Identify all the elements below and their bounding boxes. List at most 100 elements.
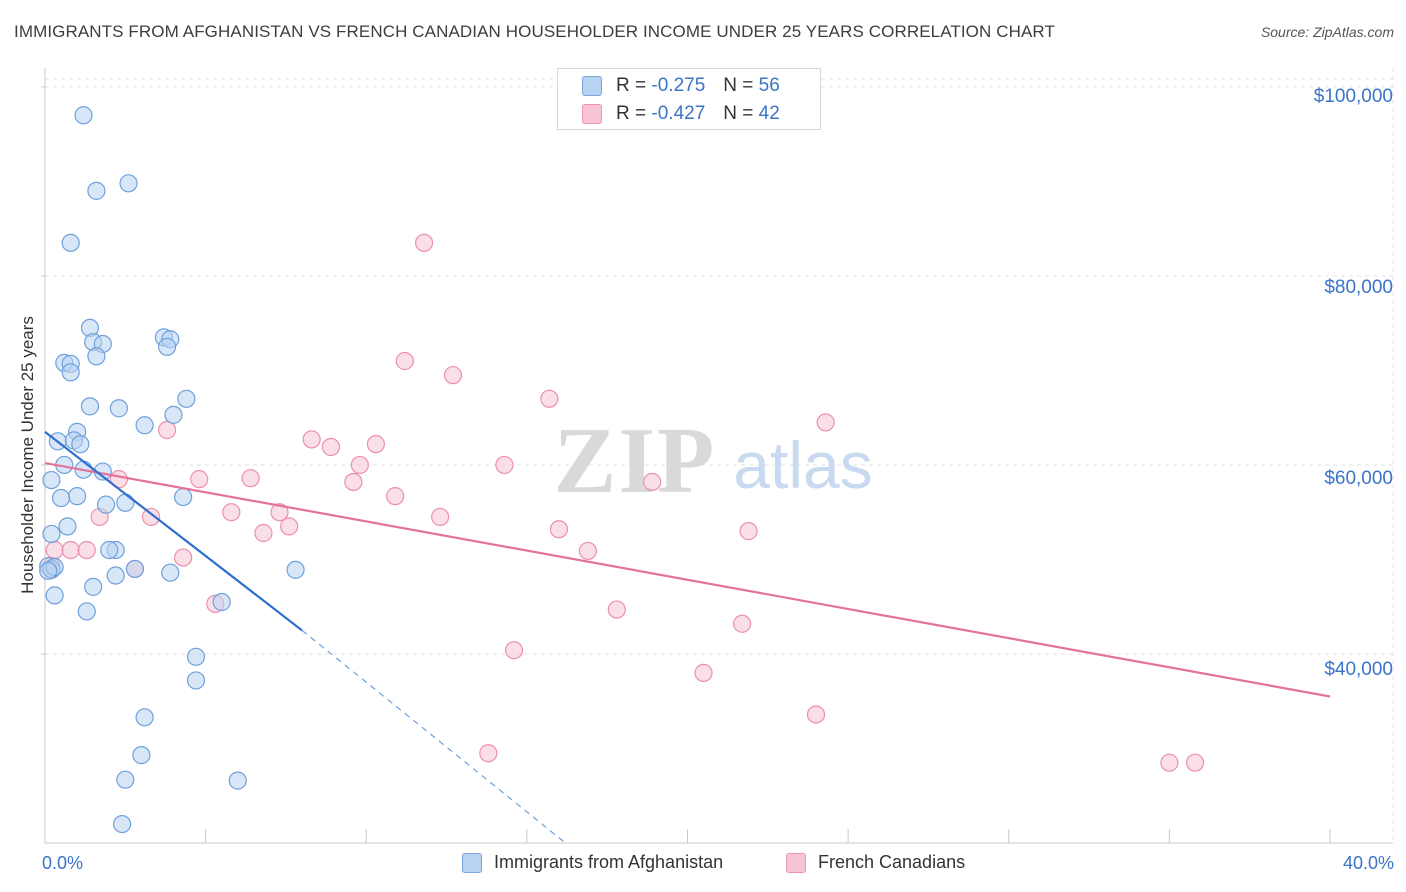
point-afghanistan-40 [286,560,305,579]
watermark: ZIP atlas [554,409,873,513]
stats-row-blue: R = -0.275 N = 56 [558,73,780,99]
point-afghanistan-29 [174,487,193,507]
watermark-atlas: atlas [733,428,872,502]
point-french-canadians-23 [254,523,273,543]
point-french-canadians-15 [643,472,662,492]
point-french-canadians-35 [733,614,752,633]
point-french-canadians-9 [350,455,369,475]
point-afghanistan-26 [42,470,61,490]
point-afghanistan-52 [112,814,132,834]
trendline-afghanistan-extension [301,629,566,844]
stats-legend: R = -0.275 N = 56 R = -0.427 N = 42 [557,68,821,130]
axis-layer [41,68,1393,844]
point-french-canadians-7 [321,437,341,457]
trendline-afghanistan [44,431,303,632]
point-french-canadians-22 [280,517,299,536]
n-label-pink: N = [723,103,754,124]
point-afghanistan-39 [161,563,180,582]
point-french-canadians-20 [141,507,161,527]
point-french-canadians-26 [45,540,64,560]
point-afghanistan-9 [157,337,177,356]
point-french-canadians-14 [344,472,363,492]
point-french-canadians-5 [157,420,177,440]
point-french-canadians-40 [1185,753,1205,772]
point-afghanistan-42 [84,577,103,596]
point-french-canadians-0 [414,233,434,252]
point-french-canadians-25 [739,522,758,541]
point-french-canadians-16 [386,487,405,506]
legend-swatch-pink [786,852,806,873]
point-french-canadians-41 [1160,753,1179,772]
point-afghanistan-35 [100,540,119,560]
point-afghanistan-0 [74,106,93,125]
point-french-canadians-8 [366,435,385,454]
point-french-canadians-6 [302,430,321,449]
y-axis-label: Householder Income Under 25 years [18,316,37,594]
y-tick-label-80000: $80,000 [1324,277,1393,298]
point-afghanistan-38 [125,559,145,579]
legend-item-french-canadians[interactable]: French Canadians [786,852,965,873]
point-afghanistan-45 [77,602,96,621]
r-label-blue: R = [616,75,647,96]
n-value-blue: 56 [758,75,780,96]
point-french-canadians-30 [578,541,598,561]
point-afghanistan-10 [87,347,106,366]
point-french-canadians-3 [540,389,559,408]
point-afghanistan-30 [116,493,135,512]
grid-layer [45,68,1394,843]
point-french-canadians-21 [431,507,450,527]
point-french-canadians-39 [479,744,498,763]
point-afghanistan-1 [87,181,106,200]
point-afghanistan-31 [96,495,116,514]
point-french-canadians-36 [504,641,524,660]
point-french-canadians-11 [241,469,260,488]
point-afghanistan-14 [177,389,196,408]
point-afghanistan-41 [106,566,125,585]
x-tick-label-min: 0.0% [42,853,84,873]
point-afghanistan-28 [51,488,71,508]
point-french-canadians-28 [77,540,96,560]
point-french-canadians-34 [607,600,626,619]
legend-item-afghanistan[interactable]: Immigrants from Afghanistan [462,852,723,873]
point-afghanistan-50 [116,770,135,789]
series-legend: Immigrants from Afghanistan French Canad… [0,852,1406,878]
point-french-canadians-37 [694,663,713,682]
y-tick-label-40000: $40,000 [1324,659,1393,680]
point-afghanistan-55 [39,561,58,580]
point-french-canadians-27 [61,540,80,560]
stats-row-pink: R = -0.427 N = 42 [558,101,780,127]
point-afghanistan-13 [61,363,80,382]
point-afghanistan-48 [135,708,154,727]
legend-label-french-canadians: French Canadians [818,852,966,872]
point-afghanistan-43 [45,586,64,605]
legend-label-afghanistan: Immigrants from Afghanistan [494,852,724,872]
point-french-canadians-4 [816,413,835,432]
chart-title: IMMIGRANTS FROM AFGHANISTAN VS FRENCH CA… [14,22,1055,41]
point-afghanistan-47 [186,671,206,690]
y-tick-label-100000: $100,000 [1313,86,1393,107]
point-french-canadians-24 [549,520,569,539]
point-afghanistan-32 [58,517,77,536]
r-label-pink: R = [616,103,647,124]
point-french-canadians-1 [395,351,414,371]
point-afghanistan-18 [135,416,154,435]
point-afghanistan-2 [119,174,138,193]
point-afghanistan-22 [71,435,90,454]
point-french-canadians-17 [222,503,241,522]
r-value-pink: -0.427 [651,103,706,124]
series-immigrants-from-afghanistan [39,106,305,834]
point-french-canadians-2 [443,366,463,385]
point-afghanistan-27 [68,487,87,506]
trendline-layer [44,431,1331,844]
r-value-blue: -0.275 [651,75,706,96]
x-tick-label-max: 40.0% [1342,853,1394,873]
point-afghanistan-3 [61,233,80,252]
blue-swatch [582,76,602,96]
point-afghanistan-17 [164,405,183,424]
point-french-canadians-12 [190,470,209,489]
point-french-canadians-18 [270,503,289,522]
legend-swatch-blue [462,852,482,873]
point-afghanistan-44 [212,592,231,612]
point-afghanistan-49 [132,746,151,765]
